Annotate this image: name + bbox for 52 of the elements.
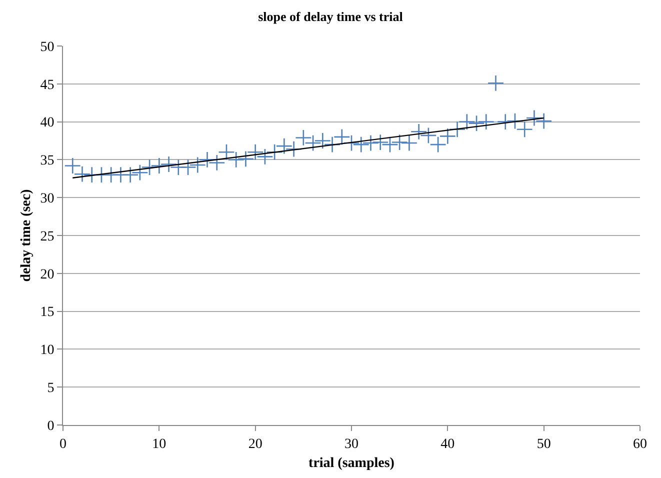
point — [256, 148, 274, 166]
point — [198, 151, 216, 168]
point — [439, 128, 456, 145]
y-tick-label: 50 — [40, 40, 54, 55]
point — [246, 144, 264, 160]
point — [180, 158, 196, 176]
point — [391, 134, 408, 151]
x-axis-title: trial (samples) — [308, 456, 395, 472]
x-tick-label: 60 — [633, 436, 647, 452]
point — [150, 157, 168, 174]
x-tick-label: 10 — [152, 436, 166, 452]
y-tick-label: 35 — [40, 154, 54, 169]
point — [478, 113, 494, 130]
y-tick-label: 0 — [47, 418, 54, 434]
y-tick-label: 20 — [40, 267, 54, 282]
point — [372, 134, 389, 151]
point — [276, 138, 293, 154]
x-tick-label: 30 — [344, 436, 358, 452]
y-tick-label: 5 — [47, 381, 54, 396]
point — [132, 164, 148, 181]
x-tick-label: 0 — [60, 436, 66, 452]
y-tick-label: 25 — [40, 229, 54, 244]
y-tick-label: 15 — [40, 305, 54, 320]
point — [468, 114, 485, 132]
y-tick-label: 30 — [40, 192, 54, 206]
point — [400, 134, 418, 152]
point — [535, 112, 552, 130]
point — [160, 156, 178, 173]
point — [410, 123, 428, 140]
point — [314, 132, 331, 150]
point — [141, 158, 158, 176]
y-tick-label: 45 — [40, 78, 54, 93]
x-tick-label: 50 — [536, 436, 551, 452]
point — [526, 110, 543, 126]
point — [458, 113, 476, 130]
point — [266, 144, 283, 160]
y-tick-label: 10 — [40, 343, 54, 358]
point — [122, 166, 139, 184]
chart-title: slope of delay time vs trial — [258, 9, 404, 24]
point — [352, 136, 370, 153]
point — [237, 150, 254, 168]
point — [382, 136, 398, 153]
point — [487, 74, 504, 92]
point — [362, 134, 380, 152]
y-tick-label: 40 — [40, 116, 54, 131]
point — [324, 136, 341, 153]
point — [448, 121, 466, 138]
y-axis-title: delay time (sec) — [18, 188, 34, 282]
x-tick-label: 40 — [440, 436, 455, 452]
x-tick-label: 20 — [248, 436, 262, 452]
point — [189, 156, 206, 174]
point — [208, 154, 226, 172]
